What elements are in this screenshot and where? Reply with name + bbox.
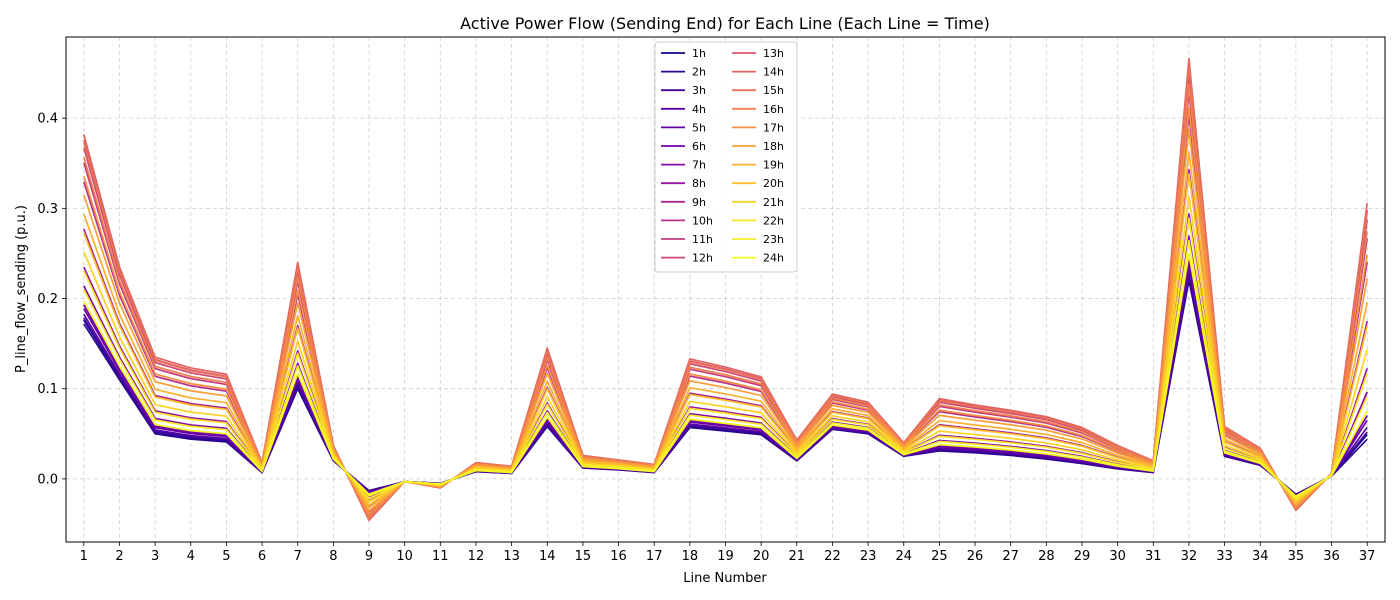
- x-tick-label: 11: [432, 549, 449, 564]
- x-tick-label: 7: [294, 549, 302, 564]
- x-tick-label: 26: [967, 549, 984, 564]
- x-tick-label: 12: [468, 549, 485, 564]
- y-tick-label: 0.0: [37, 472, 58, 487]
- legend-label: 22h: [763, 214, 784, 227]
- x-tick-label: 4: [187, 549, 195, 564]
- x-tick-label: 8: [329, 549, 337, 564]
- x-tick-label: 24: [895, 549, 912, 564]
- legend-label: 7h: [692, 159, 706, 172]
- x-tick-label: 22: [824, 549, 841, 564]
- legend-label: 9h: [692, 196, 706, 209]
- legend-box: [654, 41, 798, 273]
- legend-label: 23h: [763, 233, 784, 246]
- legend-label: 18h: [763, 140, 784, 153]
- legend-label: 17h: [763, 121, 784, 134]
- x-tick-label: 9: [365, 549, 373, 564]
- legend-label: 5h: [692, 121, 706, 134]
- legend-label: 3h: [692, 84, 706, 97]
- legend-label: 10h: [692, 214, 713, 227]
- x-tick-label: 15: [575, 549, 592, 564]
- x-tick-label: 32: [1181, 549, 1198, 564]
- x-tick-label: 25: [931, 549, 948, 564]
- x-tick-label: 2: [115, 549, 123, 564]
- y-axis-label: P_line_flow_sending (p.u.): [14, 205, 29, 373]
- legend-label: 12h: [692, 252, 713, 265]
- legend-label: 15h: [763, 84, 784, 97]
- x-tick-label: 31: [1145, 549, 1162, 564]
- x-tick-label: 3: [151, 549, 159, 564]
- legend-label: 8h: [692, 177, 706, 190]
- x-tick-label: 10: [396, 549, 413, 564]
- legend-label: 4h: [692, 103, 706, 116]
- x-tick-label: 33: [1216, 549, 1233, 564]
- x-tick-label: 28: [1038, 549, 1055, 564]
- x-tick-label: 23: [860, 549, 877, 564]
- legend-label: 20h: [763, 177, 784, 190]
- legend-label: 14h: [763, 66, 784, 79]
- x-tick-label: 14: [539, 549, 556, 564]
- x-tick-label: 30: [1109, 549, 1126, 564]
- y-tick-label: 0.1: [37, 382, 58, 397]
- x-tick-label: 27: [1002, 549, 1019, 564]
- x-tick-label: 1: [80, 549, 88, 564]
- x-tick-label: 17: [646, 549, 663, 564]
- x-axis-label: Line Number: [683, 571, 767, 586]
- legend-label: 6h: [692, 140, 706, 153]
- chart-title: Active Power Flow (Sending End) for Each…: [460, 14, 990, 33]
- x-tick-label: 6: [258, 549, 266, 564]
- y-tick-label: 0.3: [37, 202, 58, 217]
- series-lines: [82, 57, 1369, 522]
- legend-label: 19h: [763, 159, 784, 172]
- y-axis-ticks: 0.0 0.1 0.2 0.3 0.4: [37, 112, 66, 487]
- legend-label: 24h: [763, 252, 784, 265]
- series-line-24h: [83, 253, 1368, 497]
- x-tick-label: 37: [1359, 549, 1376, 564]
- legend-label: 13h: [763, 47, 784, 60]
- x-tick-label: 16: [610, 549, 627, 564]
- legend-label: 2h: [692, 66, 706, 79]
- x-tick-label: 36: [1323, 549, 1340, 564]
- y-tick-label: 0.2: [37, 292, 58, 307]
- y-tick-label: 0.4: [37, 112, 58, 127]
- x-tick-label: 21: [789, 549, 806, 564]
- legend-label: 1h: [692, 47, 706, 60]
- x-tick-label: 35: [1288, 549, 1305, 564]
- x-tick-label: 19: [717, 549, 734, 564]
- legend-label: 21h: [763, 196, 784, 209]
- legend-label: 11h: [692, 233, 713, 246]
- legend: 1h 2h 3h 4h 5h 6h 7h 8h 9h 10h 11h 12h 13h 14h 15h 16h 1…: [654, 41, 798, 273]
- x-axis-ticks: 1 2 3 4 5 6 7 8 9 10 11 12 13 14 15 16 17 18 19 20 21 22 23 24 2…: [80, 542, 1376, 564]
- x-tick-label: 5: [222, 549, 230, 564]
- x-tick-label: 13: [503, 549, 520, 564]
- x-tick-label: 18: [682, 549, 699, 564]
- legend-label: 16h: [763, 103, 784, 116]
- x-tick-label: 29: [1074, 549, 1091, 564]
- x-tick-label: 20: [753, 549, 770, 564]
- x-tick-label: 34: [1252, 549, 1269, 564]
